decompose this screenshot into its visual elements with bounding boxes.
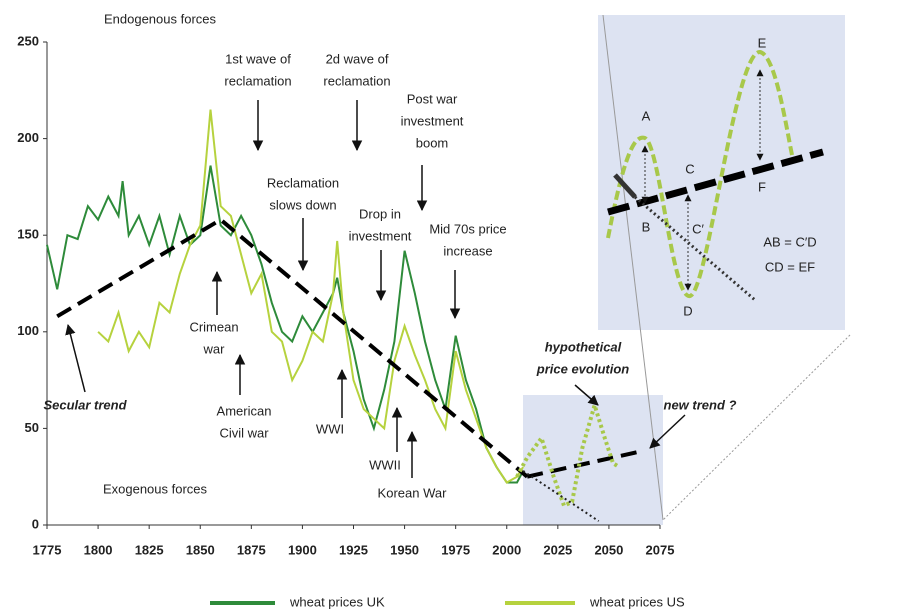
annotation: American (217, 403, 272, 418)
x-tick-label: 1950 (390, 542, 419, 557)
annotation: slows down (269, 197, 336, 212)
annotation: boom (416, 135, 449, 150)
y-tick-label: 250 (17, 33, 39, 48)
legend-label: wheat prices US (589, 594, 685, 609)
annotation: Civil war (219, 425, 269, 440)
annotation: 2d wave of (326, 51, 389, 66)
x-tick-label: 1775 (33, 542, 62, 557)
annotation: WWI (316, 421, 344, 436)
annotation: Crimean (189, 319, 238, 334)
x-tick-label: 1850 (186, 542, 215, 557)
x-tick-label: 1800 (84, 542, 113, 557)
x-tick-label: 2025 (543, 542, 572, 557)
connector-line (602, 14, 664, 521)
trend-label: Secular trend (43, 397, 127, 412)
y-tick-label: 0 (32, 516, 39, 531)
y-tick-label: 50 (25, 420, 39, 435)
annotation: Endogenous forces (104, 11, 217, 26)
annotation: increase (443, 243, 492, 258)
inset: A B C C′ D E F AB = C′D CD = EF (606, 35, 824, 318)
inset-equation: AB = C′D (763, 234, 816, 249)
inset-label: B (642, 219, 651, 234)
y-tick-label: 200 (17, 130, 39, 145)
trend-line (526, 449, 641, 479)
x-tick-label: 2000 (492, 542, 521, 557)
annotation: 1st wave of (225, 51, 291, 66)
x-tick-label: 2050 (594, 542, 623, 557)
trend-label: price evolution (536, 361, 630, 376)
annotation-arrow (574, 384, 599, 406)
annotation: investment (349, 228, 412, 243)
x-tick-label: 1900 (288, 542, 317, 557)
series-line (97, 109, 524, 484)
inset-label: C (685, 161, 694, 176)
x-tick-label: 2075 (646, 542, 675, 557)
connector-line (662, 334, 851, 521)
inset-label: F (758, 179, 766, 194)
annotation-arrow (649, 414, 686, 449)
trend-line (56, 217, 529, 479)
x-tick-label: 1825 (135, 542, 164, 557)
inset-label: C′ (692, 221, 704, 236)
inset-equation: CD = EF (765, 259, 815, 274)
annotation: Korean War (378, 485, 448, 500)
annotation: WWII (369, 457, 401, 472)
x-tick-label: 1975 (441, 542, 470, 557)
annotation-arrow (65, 323, 86, 393)
annotation: Post war (407, 91, 458, 106)
annotation: Mid 70s price (429, 221, 506, 236)
annotation: Reclamation (267, 175, 339, 190)
trend-line (515, 398, 621, 509)
trend-line (522, 470, 600, 522)
series-line (46, 165, 524, 484)
annotation: Exogenous forces (103, 481, 208, 496)
y-tick-label: 100 (17, 323, 39, 338)
x-tick-label: 1875 (237, 542, 266, 557)
y-tick-label: 150 (17, 227, 39, 242)
annotation: reclamation (224, 73, 291, 88)
inset-label: A (642, 108, 651, 123)
annotation: Drop in (359, 206, 401, 221)
x-tick-label: 1925 (339, 542, 368, 557)
annotation: reclamation (323, 73, 390, 88)
inset-wave (606, 49, 794, 298)
inset-extrapolation (634, 195, 756, 302)
annotation: war (203, 341, 226, 356)
inset-label: E (758, 35, 767, 50)
legend-label: wheat prices UK (289, 594, 385, 609)
annotation: investment (401, 113, 464, 128)
inset-label: D (683, 303, 692, 318)
trend-label: hypothetical (545, 339, 622, 354)
inset-trend-end (613, 173, 637, 199)
trend-label: new trend ? (664, 397, 737, 412)
